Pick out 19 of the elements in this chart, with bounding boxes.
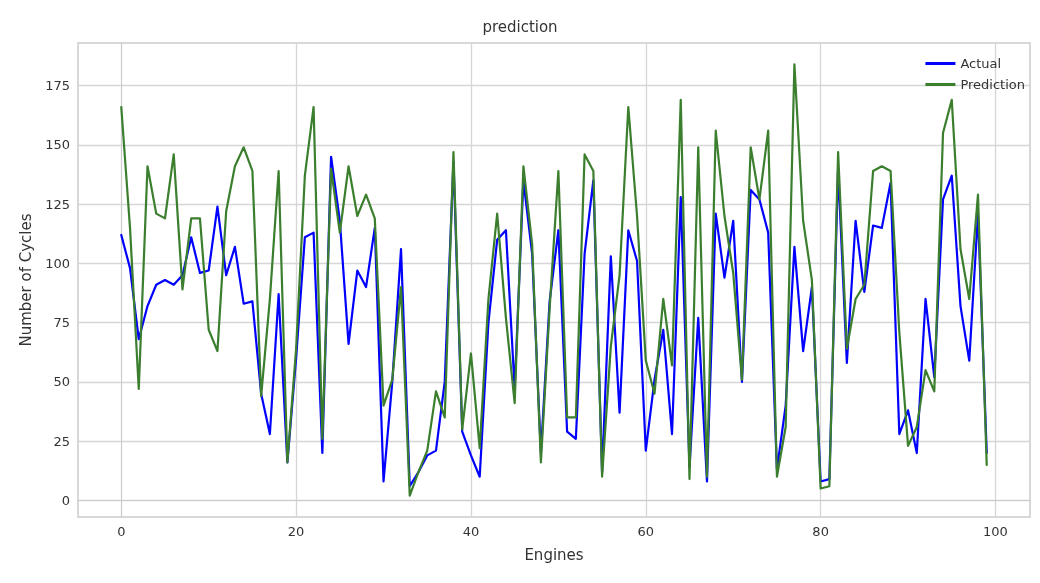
y-tick-label: 125 bbox=[45, 196, 70, 212]
y-tick-label: 150 bbox=[45, 137, 70, 153]
x-tick-label: 20 bbox=[287, 524, 305, 539]
x-tick-label: 100 bbox=[983, 524, 1008, 539]
y-tick-label: 100 bbox=[45, 255, 70, 271]
y-axis-title: Number of Cycles bbox=[16, 213, 35, 347]
x-tick-label: 60 bbox=[637, 524, 655, 539]
y-tick-label: 75 bbox=[53, 315, 70, 331]
y-tick-label: 50 bbox=[53, 374, 70, 390]
x-tick-label: 80 bbox=[812, 524, 829, 539]
x-tick-label: 40 bbox=[462, 524, 480, 539]
x-axis-title: Engines bbox=[524, 545, 584, 564]
x-tick-label: 0 bbox=[117, 524, 126, 539]
chart-title: prediction bbox=[482, 17, 558, 36]
y-tick-label: 0 bbox=[61, 492, 70, 508]
legend-label: Actual bbox=[960, 56, 1002, 71]
y-tick-label: 25 bbox=[53, 433, 70, 449]
legend-label: Prediction bbox=[960, 77, 1026, 92]
y-tick-label: 175 bbox=[45, 78, 70, 94]
